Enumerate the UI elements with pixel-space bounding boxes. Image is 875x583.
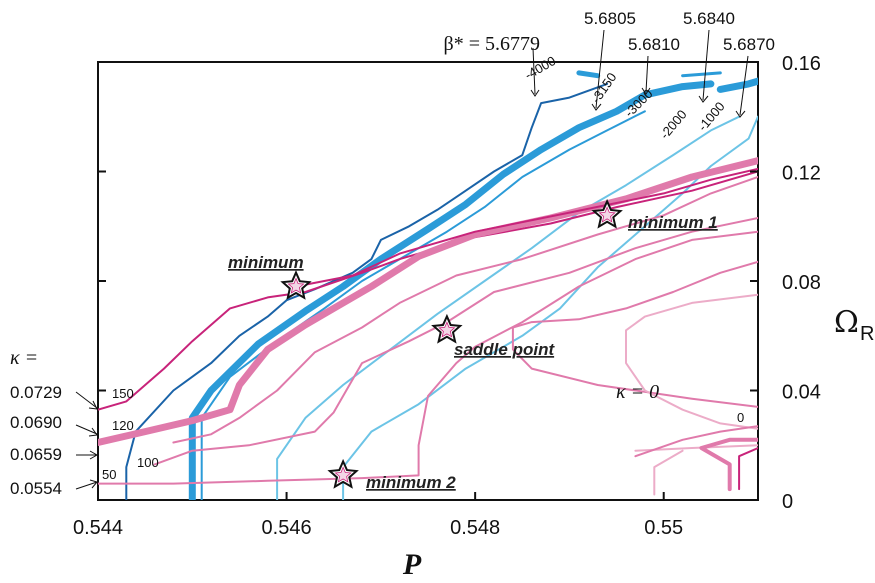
star-icon-inner-0 (287, 277, 305, 294)
beta-contour-3 (576, 70, 601, 79)
kappa-contour-15 (625, 293, 758, 430)
level-label-100: 100 (137, 455, 159, 470)
beta-contour-7 (342, 115, 758, 500)
callout-minimum-1: minimum 1 (628, 213, 718, 232)
beta-contour-1 (188, 80, 715, 500)
y-tick-label-1: 0.04 (782, 382, 821, 404)
star-icon-inner-1 (438, 321, 456, 338)
kappa-label-0: 0.0729 (10, 383, 62, 402)
y-axis-title: Ω (834, 305, 859, 340)
beta-contour-2 (716, 77, 758, 93)
level-label-120: 120 (112, 418, 134, 433)
x-tick-label-0: 0.544 (73, 517, 123, 539)
star-icon-inner-2 (598, 206, 616, 223)
beta-label-3: 5.6840 (683, 9, 735, 28)
beta-contour-0 (125, 82, 609, 500)
kappa-contour-20 (653, 449, 684, 496)
kappa-leader-lines (75, 391, 99, 490)
plot-frame (97, 61, 759, 501)
kappa-contour-13 (98, 230, 758, 485)
star-icon-inner-3 (334, 466, 352, 483)
level-label-m1000: -1000 (695, 99, 728, 134)
level-label-50: 50 (102, 467, 116, 482)
kappa-contour-12 (153, 217, 758, 466)
tick-group: 0.544 0.546 0.548 0.55 0 0.04 0.08 0.12 0.16 (73, 53, 821, 539)
kappa-contour-14 (511, 260, 758, 408)
callout-minimum: minimum (228, 253, 304, 272)
stationary-point-markers (280, 198, 623, 489)
beta-contour-4 (681, 71, 722, 78)
beta-label-2: 5.6810 (628, 35, 680, 54)
beta-label-1: 5.6805 (584, 9, 636, 28)
level-label-0: 0 (737, 410, 744, 425)
kappa-label-1: 0.0690 (10, 413, 62, 432)
level-label-m2000: -2000 (657, 107, 690, 142)
kappa-contour-19 (738, 447, 758, 491)
kappa-header: κ = (10, 347, 38, 369)
beta-label-4: 5.6870 (723, 35, 775, 54)
y-axis-title-subscript: R (860, 323, 874, 345)
kappa-contour-11 (172, 176, 758, 444)
x-tick-label-2: 0.548 (450, 517, 500, 539)
kappa-contour-18 (699, 437, 758, 492)
callout-minimum-2: minimum 2 (366, 473, 456, 492)
beta-label-0: β* = 5.6779 (444, 33, 540, 55)
callout-saddle-point: saddle point (454, 340, 555, 359)
y-tick-label-4: 0.16 (782, 53, 821, 75)
kappa-contour-17 (634, 425, 758, 458)
kappa-contour-10 (295, 167, 758, 288)
x-axis-title: P (402, 548, 422, 581)
level-label-m4000: -4000 (522, 53, 558, 83)
beta-contour-6 (276, 115, 741, 500)
y-tick-label-0: 0 (782, 491, 793, 513)
kappa-label-2: 0.0659 (10, 445, 62, 464)
x-tick-label-1: 0.546 (262, 517, 312, 539)
y-tick-label-3: 0.12 (782, 163, 821, 185)
curve-group (98, 70, 758, 500)
kappa-zero-label: κ = 0 (616, 381, 659, 403)
x-tick-label-3: 0.55 (644, 517, 683, 539)
beta-leader-lines (530, 29, 749, 118)
level-label-150: 150 (112, 386, 134, 401)
kappa-label-3: 0.0554 (10, 479, 62, 498)
y-tick-label-2: 0.08 (782, 272, 821, 294)
